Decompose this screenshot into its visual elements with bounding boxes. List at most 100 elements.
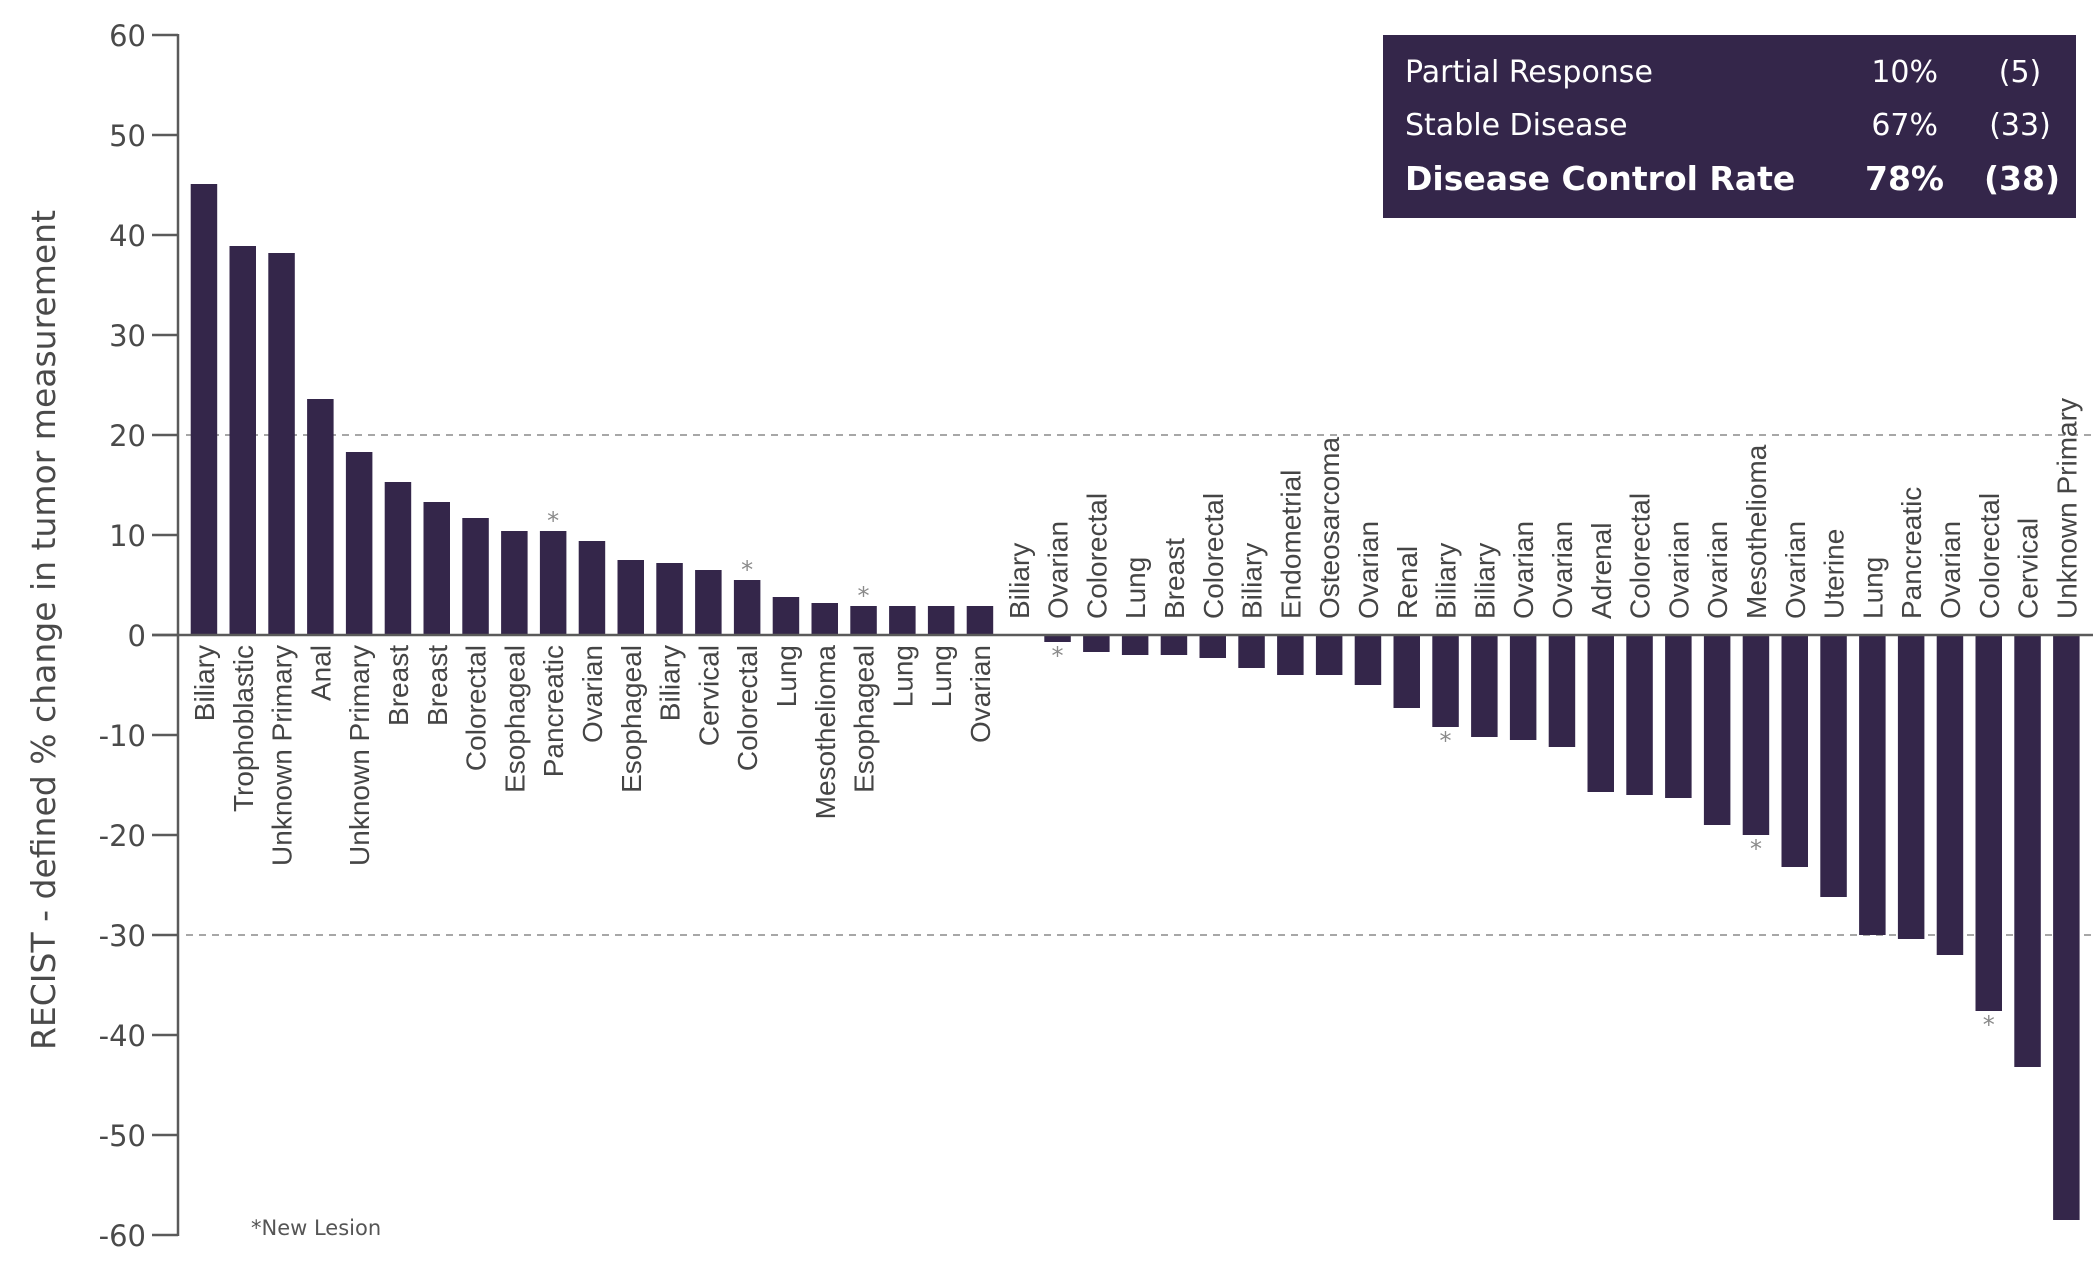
category-label: Ovarian — [1935, 521, 1966, 619]
category-labels: Biliary Trophoblastic Unknown Primary Anal U… — [189, 398, 2082, 866]
bar — [811, 603, 838, 635]
legend-row-disease-control-rate: Disease Control Rate 78% (38) — [1405, 159, 2060, 198]
bar — [1665, 635, 1692, 798]
category-label: Osteosarcoma — [1314, 437, 1345, 619]
bars — [190, 184, 2080, 1220]
bar — [889, 606, 916, 635]
new-lesion-asterisk: * — [858, 582, 870, 610]
bar — [1742, 635, 1770, 835]
category-label: Pancreatic — [1896, 487, 1927, 619]
y-tick-label: 30 — [109, 319, 146, 353]
category-label: Ovarian — [1043, 521, 1074, 619]
bar — [656, 563, 683, 635]
y-tick-label: -30 — [99, 919, 146, 953]
bar — [539, 531, 567, 635]
bar — [307, 399, 334, 635]
bar — [423, 502, 450, 635]
legend-box: Partial Response 10% (5) Stable Disease … — [1383, 35, 2076, 218]
bar — [1936, 635, 1964, 955]
category-label: Ovarian — [577, 645, 608, 743]
category-label: Endometrial — [1275, 470, 1306, 619]
bar — [1471, 635, 1498, 737]
new-lesion-asterisk: * — [547, 507, 559, 535]
bar — [1859, 635, 1886, 935]
y-tick-label: 0 — [128, 619, 146, 653]
bar — [1199, 635, 1226, 658]
category-label: Pancreatic — [538, 645, 569, 777]
category-label: Lung — [771, 645, 802, 707]
new-lesion-asterisk: * — [1750, 835, 1762, 863]
bar — [501, 531, 528, 635]
category-label: Esophageal — [616, 645, 647, 793]
y-tick-label: 60 — [109, 19, 146, 53]
bar — [617, 560, 644, 635]
y-tick-label: -10 — [99, 719, 146, 753]
bar — [1975, 635, 2002, 1011]
legend-label: Disease Control Rate — [1405, 159, 1795, 198]
legend-row-stable-disease: Stable Disease 67% (33) — [1405, 108, 2051, 143]
bar — [1121, 635, 1149, 655]
bar — [1238, 635, 1265, 668]
bar — [1315, 635, 1343, 675]
bar — [1587, 635, 1614, 792]
category-label: Colorectal — [732, 645, 763, 771]
bar — [966, 606, 994, 635]
category-label: Biliary — [1469, 543, 1500, 619]
bar — [1509, 635, 1537, 740]
y-tick-label: -40 — [99, 1019, 146, 1053]
bar — [1548, 635, 1576, 747]
bar — [578, 541, 606, 635]
bar — [190, 184, 218, 635]
bar — [850, 606, 877, 635]
legend-count: (33) — [1989, 108, 2051, 143]
bar — [1277, 635, 1304, 675]
category-label: Lung — [887, 645, 918, 707]
bar — [1703, 635, 1731, 825]
footnote-new-lesion: *New Lesion — [251, 1216, 381, 1240]
y-axis-label: RECIST - defined % change in tumor measu… — [24, 210, 63, 1050]
category-label: Colorectal — [1974, 493, 2005, 619]
bar — [229, 246, 256, 635]
category-label: Biliary — [1004, 543, 1035, 619]
category-label: Biliary — [189, 645, 220, 721]
legend-label: Stable Disease — [1405, 108, 1628, 143]
bar — [1083, 635, 1110, 652]
category-label: Colorectal — [461, 645, 492, 771]
category-label: Ovarian — [1663, 521, 1694, 619]
category-label: Uterine — [1819, 529, 1850, 619]
category-label: Ovarian — [1508, 521, 1539, 619]
new-lesion-asterisk: * — [1440, 727, 1452, 755]
category-label: Biliary — [1237, 543, 1268, 619]
category-label: Ovarian — [965, 645, 996, 743]
new-lesion-markers: * * * * * * * — [547, 507, 1995, 1039]
category-label: Cervical — [2013, 518, 2044, 619]
category-label: Cervical — [693, 645, 724, 746]
bar — [1354, 635, 1382, 685]
category-label: Colorectal — [1081, 493, 1112, 619]
y-ticks: 60 50 40 30 20 10 0 -10 -20 -30 -40 -50 -60 — [99, 19, 178, 1253]
bar — [2053, 635, 2080, 1220]
legend-background — [1383, 35, 2076, 218]
category-label: Biliary — [655, 645, 686, 721]
category-label: Adrenal — [1586, 522, 1617, 619]
bar — [345, 452, 373, 635]
category-label: Ovarian — [1353, 521, 1384, 619]
legend-count: (38) — [1984, 159, 2060, 198]
category-label: Mesothelioma — [1741, 444, 1772, 619]
category-label: Esophageal — [849, 645, 880, 793]
y-tick-label: 10 — [109, 519, 146, 553]
legend-label: Partial Response — [1405, 55, 1653, 90]
legend-count: (5) — [1999, 55, 2042, 90]
category-label: Lung — [1120, 557, 1151, 619]
bar — [268, 253, 295, 635]
y-tick-label: -20 — [99, 819, 146, 853]
y-tick-label: 40 — [109, 219, 146, 253]
bar — [733, 580, 761, 635]
category-label: Esophageal — [499, 645, 530, 793]
bar — [462, 518, 489, 635]
category-label: Lung — [1857, 557, 1888, 619]
bar — [695, 570, 722, 635]
bar — [1820, 635, 1847, 897]
bar — [1160, 635, 1188, 655]
category-label: Unknown Primary — [267, 645, 298, 866]
